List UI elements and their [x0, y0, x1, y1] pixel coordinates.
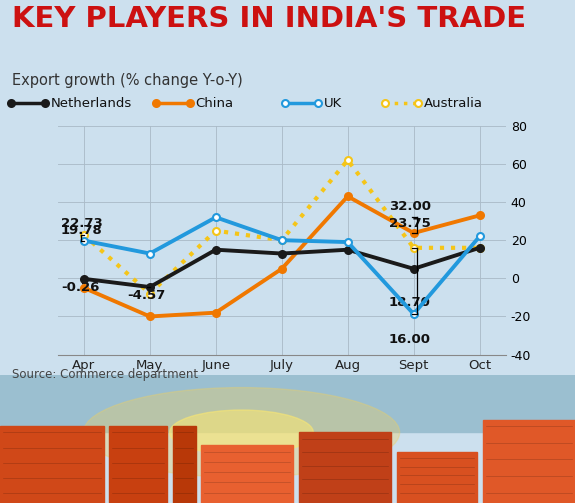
Text: China: China: [196, 97, 233, 110]
Bar: [201, 445, 293, 503]
Text: Export growth (% change Y-o-Y): Export growth (% change Y-o-Y): [12, 73, 242, 88]
Text: -0.26: -0.26: [61, 281, 99, 294]
Ellipse shape: [170, 410, 313, 455]
Text: 19.78: 19.78: [61, 224, 102, 237]
Text: UK: UK: [324, 97, 342, 110]
Text: Source: Commerce department: Source: Commerce department: [12, 368, 198, 381]
Text: Netherlands: Netherlands: [51, 97, 132, 110]
Bar: [109, 426, 167, 503]
Text: 23.75: 23.75: [389, 217, 430, 230]
Text: -4.57: -4.57: [126, 289, 165, 302]
Text: Australia: Australia: [424, 97, 483, 110]
Text: 18.70: 18.70: [389, 296, 431, 309]
Bar: [0, 426, 104, 503]
Bar: [299, 433, 391, 503]
Bar: [397, 452, 477, 503]
Bar: [483, 420, 575, 503]
Text: 32.00: 32.00: [389, 201, 431, 213]
Bar: [0, 375, 575, 433]
Text: KEY PLAYERS IN INDIA'S TRADE: KEY PLAYERS IN INDIA'S TRADE: [12, 5, 526, 33]
Text: 22.73: 22.73: [61, 217, 102, 230]
Bar: [172, 426, 196, 503]
Text: 16.00: 16.00: [389, 333, 431, 346]
Ellipse shape: [83, 387, 400, 477]
